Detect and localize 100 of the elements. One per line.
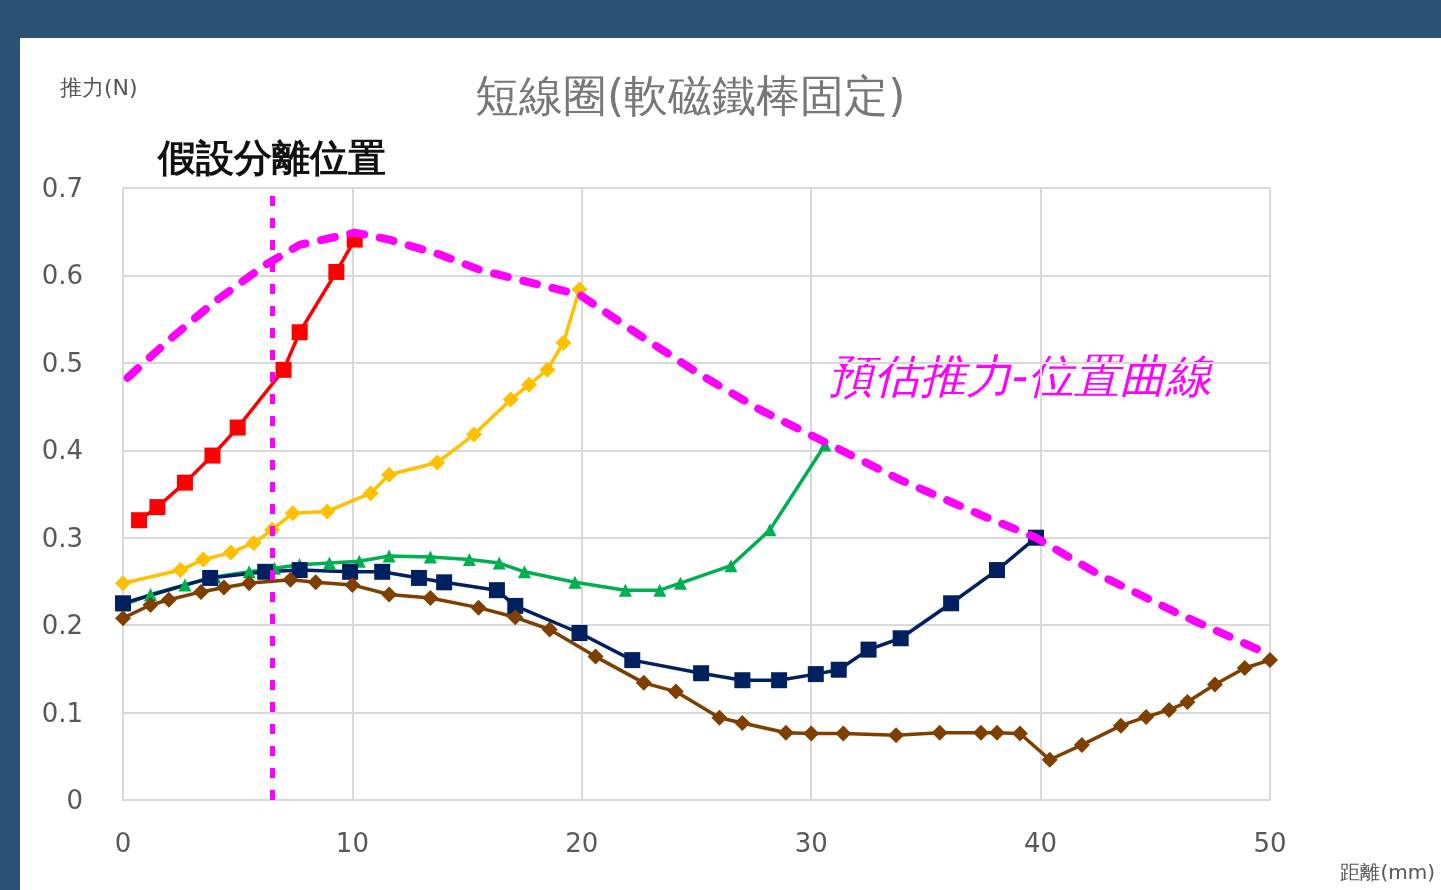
point bbox=[381, 586, 398, 603]
y-axis-title: 推力(N) bbox=[60, 74, 138, 100]
point bbox=[521, 376, 538, 393]
point bbox=[1206, 676, 1223, 693]
point bbox=[541, 621, 558, 638]
point bbox=[374, 563, 391, 580]
point bbox=[571, 625, 588, 642]
x-tick-label: 30 bbox=[794, 828, 828, 858]
point bbox=[1138, 708, 1155, 725]
point bbox=[436, 574, 453, 591]
point bbox=[1041, 751, 1058, 768]
y-tick-label: 0.6 bbox=[41, 260, 83, 291]
point bbox=[241, 575, 258, 592]
point bbox=[492, 556, 506, 570]
point bbox=[284, 505, 301, 522]
point bbox=[1262, 652, 1278, 669]
y-tick-label: 0.7 bbox=[41, 173, 83, 203]
x-tick-label: 0 bbox=[114, 828, 132, 858]
point bbox=[618, 583, 632, 597]
point bbox=[724, 559, 738, 573]
point bbox=[888, 727, 905, 744]
point bbox=[693, 665, 710, 682]
x-tick-label: 20 bbox=[565, 828, 599, 858]
point bbox=[160, 591, 177, 608]
point bbox=[711, 709, 728, 726]
x-tick-label: 40 bbox=[1024, 828, 1058, 858]
point bbox=[319, 503, 336, 520]
point bbox=[202, 569, 219, 586]
y-tick-label: 0.5 bbox=[41, 347, 83, 378]
point bbox=[673, 576, 687, 590]
point bbox=[653, 583, 667, 597]
point bbox=[624, 652, 641, 669]
point bbox=[115, 610, 131, 627]
point bbox=[344, 576, 361, 593]
point bbox=[193, 583, 209, 600]
point bbox=[322, 556, 336, 570]
point bbox=[734, 672, 751, 689]
point bbox=[131, 512, 148, 529]
point bbox=[989, 562, 1006, 579]
point bbox=[229, 419, 246, 436]
point bbox=[989, 724, 1006, 741]
point bbox=[807, 666, 824, 683]
point bbox=[507, 609, 524, 626]
point bbox=[860, 641, 877, 658]
point bbox=[172, 562, 189, 579]
point bbox=[1179, 694, 1196, 711]
point bbox=[195, 551, 212, 568]
point bbox=[568, 575, 582, 589]
point bbox=[943, 595, 960, 612]
point bbox=[892, 630, 909, 647]
point bbox=[470, 599, 487, 616]
point bbox=[488, 582, 505, 599]
point bbox=[771, 672, 788, 689]
point bbox=[555, 334, 572, 351]
point bbox=[423, 550, 437, 564]
point bbox=[178, 578, 192, 592]
y-tick-label: 0.1 bbox=[41, 697, 83, 728]
point bbox=[204, 447, 221, 464]
ref-line-label: 假設分離位置 bbox=[156, 134, 387, 180]
point bbox=[282, 571, 299, 588]
point bbox=[539, 361, 556, 378]
point bbox=[830, 661, 847, 678]
point bbox=[215, 579, 232, 596]
point bbox=[763, 523, 777, 537]
y-tick-label: 0.3 bbox=[41, 522, 83, 553]
point bbox=[342, 563, 359, 580]
point bbox=[410, 569, 427, 586]
point bbox=[382, 549, 396, 563]
point bbox=[931, 724, 948, 741]
point bbox=[972, 724, 989, 741]
point bbox=[275, 361, 292, 378]
point bbox=[734, 715, 751, 732]
point bbox=[222, 544, 239, 561]
point bbox=[362, 485, 379, 502]
point bbox=[635, 674, 652, 691]
point bbox=[517, 565, 531, 579]
point bbox=[1073, 736, 1090, 753]
point bbox=[291, 324, 308, 341]
point bbox=[465, 426, 482, 443]
point bbox=[115, 575, 131, 592]
y-tick-label: 0 bbox=[66, 785, 83, 815]
point bbox=[245, 534, 262, 551]
point bbox=[803, 725, 820, 742]
y-tick-label: 0.2 bbox=[41, 610, 83, 641]
point bbox=[1011, 725, 1028, 742]
point bbox=[835, 725, 852, 742]
x-tick-label: 10 bbox=[335, 828, 369, 858]
point bbox=[429, 454, 446, 471]
point bbox=[422, 590, 439, 607]
point bbox=[176, 474, 193, 491]
y-tick-label: 0.4 bbox=[41, 435, 83, 466]
point bbox=[307, 574, 324, 591]
x-axis-title: 距離(mm) bbox=[1340, 860, 1436, 884]
point bbox=[507, 597, 524, 614]
point bbox=[1236, 659, 1253, 676]
point bbox=[142, 597, 159, 614]
point bbox=[149, 499, 166, 516]
x-tick-label: 50 bbox=[1253, 828, 1287, 858]
point bbox=[502, 391, 519, 408]
point bbox=[291, 562, 308, 579]
